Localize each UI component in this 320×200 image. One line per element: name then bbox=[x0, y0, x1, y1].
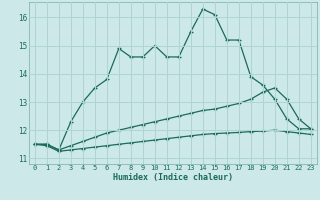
X-axis label: Humidex (Indice chaleur): Humidex (Indice chaleur) bbox=[113, 173, 233, 182]
